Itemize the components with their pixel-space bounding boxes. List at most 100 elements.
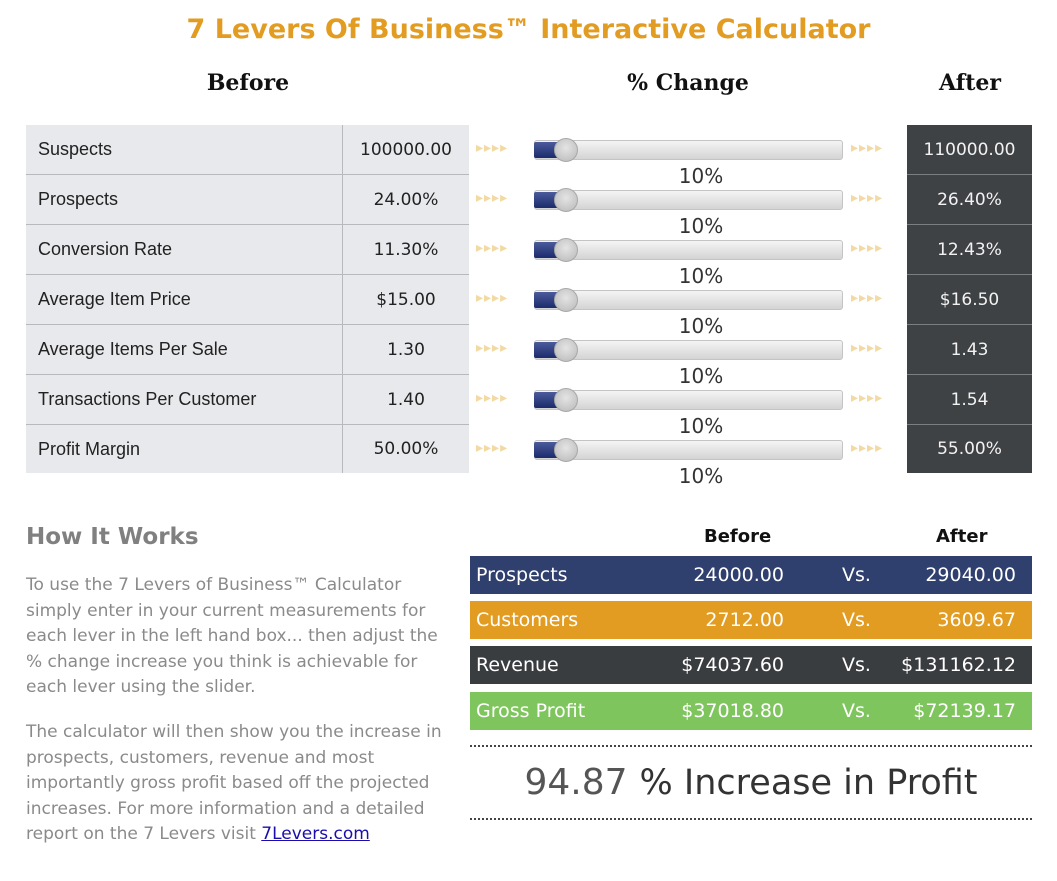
profit-increase-label: % Increase in Profit xyxy=(639,762,978,803)
how-it-works-paragraph: The calculator will then show you the in… xyxy=(26,720,456,848)
lever-before-input[interactable]: 50.00% xyxy=(373,439,439,459)
result-before-value: $37018.80 xyxy=(681,700,784,722)
lever-before-input[interactable]: $15.00 xyxy=(376,289,436,310)
change-percent-label: 10% xyxy=(678,264,724,288)
result-after-value: $131162.12 xyxy=(901,654,1016,676)
result-label: Prospects xyxy=(476,564,568,586)
arrow-decoration-icon: ▸▸▸▸ xyxy=(476,389,509,405)
results-after-header: After xyxy=(936,526,988,547)
change-slider-track[interactable] xyxy=(534,240,843,260)
change-percent-label: 10% xyxy=(678,414,724,438)
result-before-value: 24000.00 xyxy=(693,564,784,586)
lever-row-prospects: Prospects 24.00% xyxy=(26,175,469,225)
change-slider-thumb[interactable] xyxy=(554,438,578,462)
arrow-decoration-icon: ▸▸▸▸ xyxy=(851,239,884,255)
change-slider-thumb[interactable] xyxy=(554,138,578,162)
profit-increase-value: 94.87 xyxy=(524,762,628,803)
lever-label: Average Items Per Sale xyxy=(26,325,343,374)
arrow-decoration-icon: ▸▸▸▸ xyxy=(851,389,884,405)
change-column-header: % Change xyxy=(627,70,749,96)
lever-before-input[interactable]: 100000.00 xyxy=(360,139,452,160)
lever-row-transactions-per-customer: Transactions Per Customer 1.40 xyxy=(26,375,469,425)
change-percent-label: 10% xyxy=(678,464,724,488)
lever-label: Transactions Per Customer xyxy=(26,375,343,424)
how-it-works-paragraph: To use the 7 Levers of Business™ Calcula… xyxy=(26,575,438,697)
result-before-value: 2712.00 xyxy=(705,609,784,631)
lever-after-value: 110000.00 xyxy=(907,125,1032,175)
change-slider-row: ▸▸▸▸ ▸▸▸▸ 10% xyxy=(470,225,907,288)
arrow-decoration-icon: ▸▸▸▸ xyxy=(851,339,884,355)
result-row-customers: Customers 2712.00 Vs. 3609.67 xyxy=(470,601,1032,639)
result-row-gross-profit: Gross Profit $37018.80 Vs. $72139.17 xyxy=(470,692,1032,730)
change-slider-track[interactable] xyxy=(534,140,843,160)
lever-row-average-items-per-sale: Average Items Per Sale 1.30 xyxy=(26,325,469,375)
lever-before-input[interactable]: 1.30 xyxy=(387,339,425,360)
lever-row-profit-margin: Profit Margin 50.00% xyxy=(26,425,469,473)
change-slider-thumb[interactable] xyxy=(554,238,578,262)
change-slider-track[interactable] xyxy=(534,190,843,210)
arrow-decoration-icon: ▸▸▸▸ xyxy=(851,289,884,305)
before-column-header: Before xyxy=(206,70,290,96)
vs-label: Vs. xyxy=(842,654,871,676)
lever-label: Prospects xyxy=(26,175,343,224)
profit-increase-banner: 94.87 % Increase in Profit xyxy=(470,745,1032,820)
lever-after-value: 55.00% xyxy=(937,439,1002,459)
lever-label: Profit Margin xyxy=(26,425,343,473)
how-it-works-text: The calculator will then show you the in… xyxy=(26,722,442,844)
change-slider-track[interactable] xyxy=(534,340,843,360)
lever-before-input[interactable]: 1.40 xyxy=(387,389,425,410)
after-column-header: After xyxy=(939,70,1001,96)
result-after-value: 3609.67 xyxy=(937,609,1016,631)
change-slider-thumb[interactable] xyxy=(554,188,578,212)
change-slider-row: ▸▸▸▸ ▸▸▸▸ 10% xyxy=(470,275,907,338)
change-slider-thumb[interactable] xyxy=(554,288,578,312)
result-label: Revenue xyxy=(476,654,559,676)
change-percent-label: 10% xyxy=(678,364,724,388)
change-slider-thumb[interactable] xyxy=(554,338,578,362)
lever-after-value: 26.40% xyxy=(907,175,1032,225)
lever-after-value: 1.54 xyxy=(907,375,1032,425)
arrow-decoration-icon: ▸▸▸▸ xyxy=(476,189,509,205)
arrow-decoration-icon: ▸▸▸▸ xyxy=(476,289,509,305)
before-table: Suspects 100000.00 Prospects 24.00% Conv… xyxy=(26,125,469,473)
vs-label: Vs. xyxy=(842,609,871,631)
arrow-decoration-icon: ▸▸▸▸ xyxy=(476,339,509,355)
arrow-decoration-icon: ▸▸▸▸ xyxy=(851,439,884,455)
lever-row-suspects: Suspects 100000.00 xyxy=(26,125,469,175)
lever-label: Conversion Rate xyxy=(26,225,343,274)
change-slider-row: ▸▸▸▸ ▸▸▸▸ 10% xyxy=(470,375,907,438)
result-after-value: $72139.17 xyxy=(913,700,1016,722)
lever-row-average-item-price: Average Item Price $15.00 xyxy=(26,275,469,325)
arrow-decoration-icon: ▸▸▸▸ xyxy=(476,239,509,255)
change-percent-label: 10% xyxy=(678,214,724,238)
lever-after-value: 1.43 xyxy=(907,325,1032,375)
change-slider-track[interactable] xyxy=(534,390,843,410)
lever-label: Suspects xyxy=(26,125,343,174)
change-slider-row: ▸▸▸▸ ▸▸▸▸ 10% xyxy=(470,425,907,488)
result-row-revenue: Revenue $74037.60 Vs. $131162.12 xyxy=(470,646,1032,684)
vs-label: Vs. xyxy=(842,564,871,586)
change-slider-thumb[interactable] xyxy=(554,388,578,412)
results-before-header: Before xyxy=(704,526,772,547)
lever-before-input[interactable]: 24.00% xyxy=(373,189,439,210)
result-before-value: $74037.60 xyxy=(681,654,784,676)
lever-row-conversion-rate: Conversion Rate 11.30% xyxy=(26,225,469,275)
result-row-prospects: Prospects 24000.00 Vs. 29040.00 xyxy=(470,556,1032,594)
change-slider-row: ▸▸▸▸ ▸▸▸▸ 10% xyxy=(470,175,907,238)
change-percent-label: 10% xyxy=(678,314,724,338)
how-it-works-heading: How It Works xyxy=(26,524,199,550)
result-label: Customers xyxy=(476,609,579,631)
lever-before-input[interactable]: 11.30% xyxy=(373,239,439,260)
arrow-decoration-icon: ▸▸▸▸ xyxy=(476,439,509,455)
lever-after-value: $16.50 xyxy=(907,275,1032,325)
change-slider-track[interactable] xyxy=(534,290,843,310)
change-slider-row: ▸▸▸▸ ▸▸▸▸ 10% xyxy=(470,325,907,388)
result-after-value: 29040.00 xyxy=(925,564,1016,586)
result-label: Gross Profit xyxy=(476,700,586,722)
lever-label: Average Item Price xyxy=(26,275,343,324)
change-percent-label: 10% xyxy=(678,164,724,188)
arrow-decoration-icon: ▸▸▸▸ xyxy=(476,139,509,155)
after-table: 110000.00 26.40% 12.43% $16.50 1.43 1.54… xyxy=(907,125,1032,473)
change-slider-track[interactable] xyxy=(534,440,843,460)
7levers-link[interactable]: 7Levers.com xyxy=(261,824,370,844)
